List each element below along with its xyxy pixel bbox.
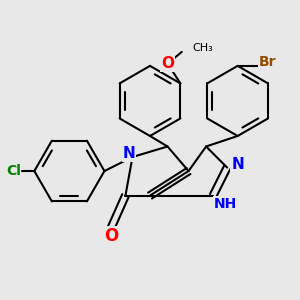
Text: NH: NH [214,197,237,211]
Text: O: O [161,56,174,71]
Text: N: N [123,146,135,161]
Text: O: O [104,226,118,244]
Text: CH₃: CH₃ [192,43,213,53]
Text: Br: Br [258,56,276,69]
Text: N: N [231,157,244,172]
Text: Cl: Cl [6,164,21,178]
